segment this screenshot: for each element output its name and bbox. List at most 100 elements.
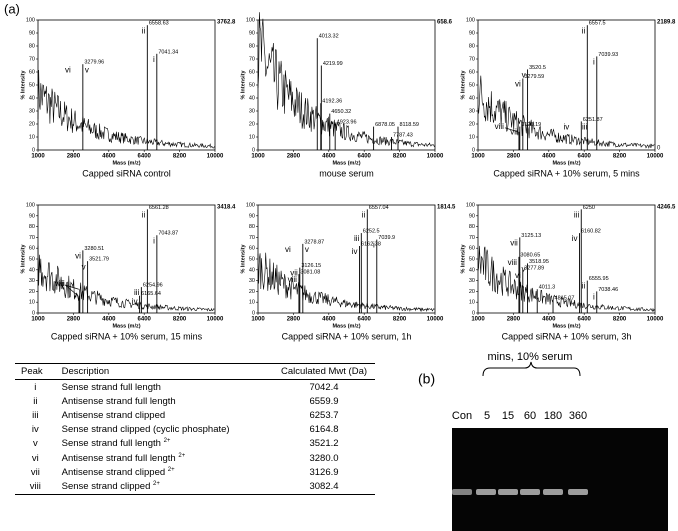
y-tick-label: 70: [29, 56, 35, 62]
peak-tag: vii: [57, 279, 65, 288]
x-axis-label: Mass (m/z): [112, 323, 140, 329]
x-tick-label: 2800: [507, 154, 521, 160]
peak-mass-label: 3520.5: [529, 65, 546, 71]
y-axis-label: % Intensity: [460, 70, 466, 100]
y-tick-label: 20: [29, 289, 35, 295]
table-cell: 6164.8: [309, 424, 339, 436]
peak-tag: iii: [134, 288, 140, 297]
y-tick-label: 10: [249, 300, 255, 306]
peak-tag: v: [85, 65, 89, 74]
arrow: [504, 127, 519, 133]
peak-tag: i: [593, 58, 595, 67]
x-tick-label: 10000: [427, 317, 444, 323]
spectrum-title: Capped siRNA + 10% serum, 1h: [282, 331, 412, 341]
table-cell: Antisense strand full length 2+: [56, 451, 273, 465]
description: Sense strand full length: [61, 438, 161, 450]
charge: 2+: [167, 467, 175, 474]
peak-mass-label: 3279.96: [84, 60, 104, 66]
peak-mass-label: 7039.9: [378, 235, 395, 241]
x-tick-label: 6400: [358, 317, 372, 323]
peak-mass-label: 3518.95: [529, 259, 549, 265]
peak-mass-label: 6555.95: [589, 276, 609, 282]
y-tick-label: 10: [249, 134, 255, 140]
description: Antisense strand full length: [61, 452, 176, 464]
y-tick-label: 80: [469, 224, 475, 230]
spectrum-title: Capped siRNA + 10% serum, 3h: [502, 331, 632, 341]
peak-mass-label: 4923.96: [337, 119, 357, 125]
x-tick-label: 8200: [613, 317, 627, 323]
y-tick-label: 70: [469, 235, 475, 241]
peak-tag: vii: [510, 239, 518, 248]
table-cell: vii: [30, 467, 40, 479]
y-axis-label: % Intensity: [20, 70, 26, 100]
table-cell: iv: [31, 424, 39, 436]
x-tick-label: 2800: [287, 317, 301, 323]
peak-tag: i: [153, 55, 155, 64]
table-row: vi Antisense strand full length 2+ 3280.0: [15, 451, 375, 465]
plot-frame: [37, 19, 216, 151]
y-tick-label: 80: [249, 224, 255, 230]
table-cell: i: [34, 381, 37, 393]
y-axis-label: % Intensity: [240, 70, 246, 100]
table-row: iv Sense strand clipped (cyclic phosphate…: [15, 423, 375, 437]
peak-mass-label: 6251.87: [583, 117, 603, 123]
table-cell: Antisense strand clipped 2+: [56, 465, 273, 479]
peak-tag: ii: [582, 26, 586, 35]
x-axis-label: Mass (m/z): [112, 160, 140, 166]
peak-tag: v: [82, 262, 86, 271]
x-tick-label: 4600: [542, 317, 556, 323]
table-cell: vi: [31, 452, 39, 464]
spectrum-trace: [37, 245, 215, 312]
y-tick-label: 80: [29, 224, 35, 230]
x-tick-label: 2800: [507, 317, 521, 323]
y-tick-label: 40: [469, 267, 475, 273]
x-axis-label: Mass (m/z): [332, 323, 360, 329]
y-tick-label: 80: [29, 43, 35, 49]
x-tick-label: 10000: [207, 154, 224, 160]
x-tick-label: 8200: [393, 317, 407, 323]
y-tick-label: 0: [472, 147, 475, 153]
spectrum: 0 10 20 30 40 50 60 70 80 90 100 1000 2800 4600 6400 82…: [240, 12, 453, 178]
peak-mass-label: 6160.82: [581, 229, 601, 235]
spectrum-title: Capped siRNA control: [82, 168, 171, 178]
table-cell: 3280.0: [309, 452, 339, 464]
table-cell: 3521.2: [309, 438, 339, 450]
gel-band: [568, 489, 588, 495]
spectrum: 0 10 20 30 40 50 60 70 80 90 100 1000 2800 4600 6400 82…: [460, 202, 676, 341]
x-tick-label: 6400: [358, 154, 372, 160]
peak-mass-label: 6878.05: [375, 122, 395, 128]
y-tick-label: 20: [469, 121, 475, 127]
y-tick-label: 50: [29, 256, 35, 262]
y-tick-label: 90: [249, 30, 255, 36]
y-tick-label: 100: [26, 17, 35, 23]
peak-mass-label: 4013.32: [319, 34, 339, 40]
x-tick-label: 8200: [173, 317, 187, 323]
y-tick-label: 100: [466, 202, 475, 208]
header-cell: Peak: [15, 363, 56, 380]
peak-mass-label: 3080.65: [520, 252, 540, 258]
peak-mass-label: 6250: [583, 205, 595, 211]
peak-tag: iv: [132, 297, 138, 306]
x-tick-label: 10000: [647, 317, 664, 323]
header-cell: Calculated Mwt (Da): [273, 363, 375, 380]
panel-label: (b): [418, 371, 435, 387]
peak-mass-label: 6254.96: [143, 283, 163, 289]
peak-tag: viii: [288, 275, 298, 284]
peak-mass-label: 4011.3: [539, 285, 555, 291]
peak-tag: vi: [515, 271, 521, 280]
description: Sense strand clipped (cyclic phosphate): [61, 424, 230, 436]
gel-band: [543, 489, 563, 495]
x-tick-label: 10000: [647, 154, 664, 160]
x-tick-label: 4600: [102, 317, 116, 323]
peak-table: Peak Description Calculated Mwt (Da) i Se…: [15, 363, 375, 496]
peak-mass-label: 3279.59: [524, 74, 544, 80]
x-tick-label: 4600: [322, 317, 336, 323]
peak-tag: i: [153, 236, 155, 245]
x-tick-label: 1000: [31, 317, 45, 323]
peak-tag: ii: [142, 210, 146, 219]
max-intensity: 3762.8: [217, 20, 236, 26]
table-row: ii Antisense strand full length 6559.9: [15, 394, 375, 408]
spectrum-title: mouse serum: [319, 168, 374, 178]
peak-tag: v: [305, 245, 309, 254]
peak-tag: vii: [290, 269, 298, 278]
